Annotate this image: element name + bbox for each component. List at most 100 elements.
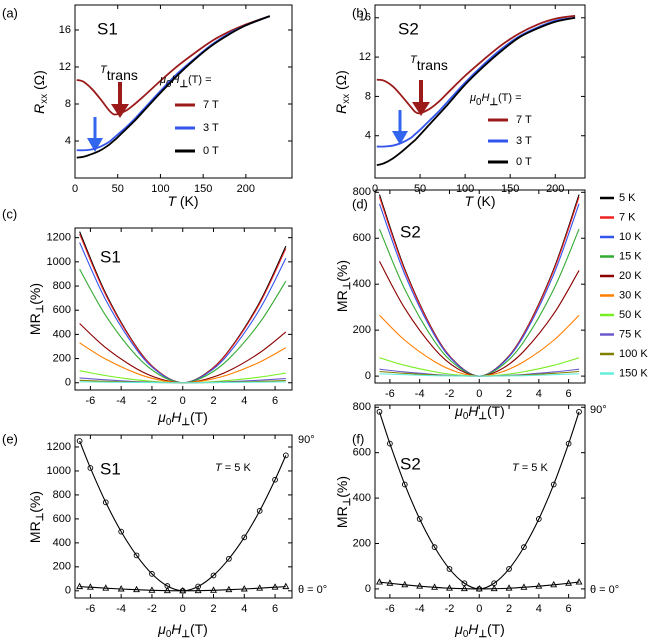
marker xyxy=(240,585,248,592)
x-tick-label: -2 xyxy=(445,388,455,400)
arrow-head xyxy=(87,138,103,152)
panel-label: (f) xyxy=(352,431,364,446)
label-part: H xyxy=(171,409,182,425)
arrow-head xyxy=(111,104,129,118)
y-tick-label: 4 xyxy=(365,130,371,142)
sample-label: S1 xyxy=(97,19,118,38)
marker xyxy=(550,481,557,488)
marker xyxy=(76,582,84,590)
series-line xyxy=(76,15,271,159)
x-tick-label: -2 xyxy=(147,603,157,615)
x-tick-label: 0 xyxy=(180,603,186,615)
marker xyxy=(86,583,94,590)
y-tick-label: 1000 xyxy=(47,256,71,268)
plot-frame xyxy=(374,4,586,179)
legend-title: μ0H⊥(T) = xyxy=(469,92,522,108)
label-part: (Ω) xyxy=(333,70,349,94)
sample-label: S1 xyxy=(100,459,121,478)
condition-label: T = 5 K xyxy=(512,462,548,474)
y-tick-label: 600 xyxy=(353,232,371,244)
x-tick-label: 4 xyxy=(536,388,542,400)
marker xyxy=(416,516,423,522)
label-part: ⊥ xyxy=(342,281,353,290)
y-axis-label: MR⊥(%) xyxy=(27,283,46,335)
arrows xyxy=(87,80,430,152)
label-part: ⊥ xyxy=(181,629,190,640)
marker xyxy=(475,584,483,592)
marker xyxy=(535,582,543,589)
label-part: MR xyxy=(27,521,43,543)
marker xyxy=(460,584,468,592)
marker xyxy=(76,438,83,444)
marker xyxy=(446,566,453,572)
y-tick-label: 16 xyxy=(59,24,71,36)
x-tick-label: 0 xyxy=(476,603,482,615)
marker xyxy=(226,555,232,562)
y-tick-label: 200 xyxy=(353,537,371,549)
y-tick-label: 800 xyxy=(53,280,71,292)
marker xyxy=(386,579,394,586)
marker xyxy=(565,440,572,447)
label-part: 0 xyxy=(476,97,482,108)
x-axis-label: μ0H⊥(T) xyxy=(454,403,505,422)
label-part: T xyxy=(100,64,108,76)
y-tick-label: 8 xyxy=(65,98,71,110)
legend-label: 7 K xyxy=(619,211,636,223)
x-tick-label: 200 xyxy=(546,183,564,195)
legend-label: 30 K xyxy=(619,289,642,301)
x-tick-label: -4 xyxy=(116,395,126,407)
x-tick-label: -4 xyxy=(116,603,126,615)
y-tick-label: 1200 xyxy=(47,441,71,453)
sample-label: S2 xyxy=(398,19,419,38)
marker xyxy=(387,440,393,447)
curve-label: 90° xyxy=(298,434,315,446)
y-tick-label: 12 xyxy=(359,51,371,63)
x-axis-label: T (K) xyxy=(167,193,198,209)
label-part: = 5 K xyxy=(519,462,549,474)
label-part: xx xyxy=(341,94,352,104)
x-tick-label: 0 xyxy=(72,183,78,195)
y-tick-label: 1000 xyxy=(47,465,71,477)
legend-label: 3 T xyxy=(203,122,219,134)
x-tick-label: 150 xyxy=(501,183,519,195)
marker xyxy=(446,584,453,591)
label-part: MR xyxy=(334,290,350,312)
label-part: (K) xyxy=(473,193,496,209)
label-part: 0 xyxy=(166,79,172,90)
label-part: trans xyxy=(417,57,448,73)
marker xyxy=(271,583,279,590)
label-part: (%) xyxy=(27,491,43,513)
series-line xyxy=(76,15,271,116)
legend-label: 3 T xyxy=(516,135,532,147)
series-line xyxy=(79,381,286,384)
x-tick-label: 6 xyxy=(566,603,572,615)
marker xyxy=(490,584,498,592)
label-part: H xyxy=(171,621,182,637)
x-tick-label: 4 xyxy=(241,395,247,407)
label-part: trans xyxy=(107,67,138,83)
y-tick-label: 600 xyxy=(353,447,371,459)
label-part: (T) xyxy=(190,409,208,425)
curve-label: 90° xyxy=(590,404,607,416)
label-part: H xyxy=(171,74,179,86)
series-line xyxy=(79,268,287,384)
y-tick-label: 200 xyxy=(353,324,371,336)
marker xyxy=(282,582,290,590)
series-line xyxy=(376,14,576,115)
panel-label: (a) xyxy=(2,5,18,20)
x-tick-label: 50 xyxy=(112,183,124,195)
x-tick-label: 150 xyxy=(194,183,212,195)
annotation: Ttrans xyxy=(410,54,448,73)
legend-title: μ0H⊥(T) = xyxy=(159,74,212,90)
label-part: T xyxy=(410,54,418,66)
label-part: T xyxy=(464,193,474,209)
marker xyxy=(535,516,542,522)
label-part: 0 xyxy=(463,411,469,422)
x-tick-label: 2 xyxy=(210,603,216,615)
label-part: (T) = xyxy=(498,92,522,104)
label-part: ⊥ xyxy=(489,97,498,108)
marker xyxy=(431,544,438,550)
series-line xyxy=(378,228,580,377)
series-line xyxy=(379,581,580,590)
